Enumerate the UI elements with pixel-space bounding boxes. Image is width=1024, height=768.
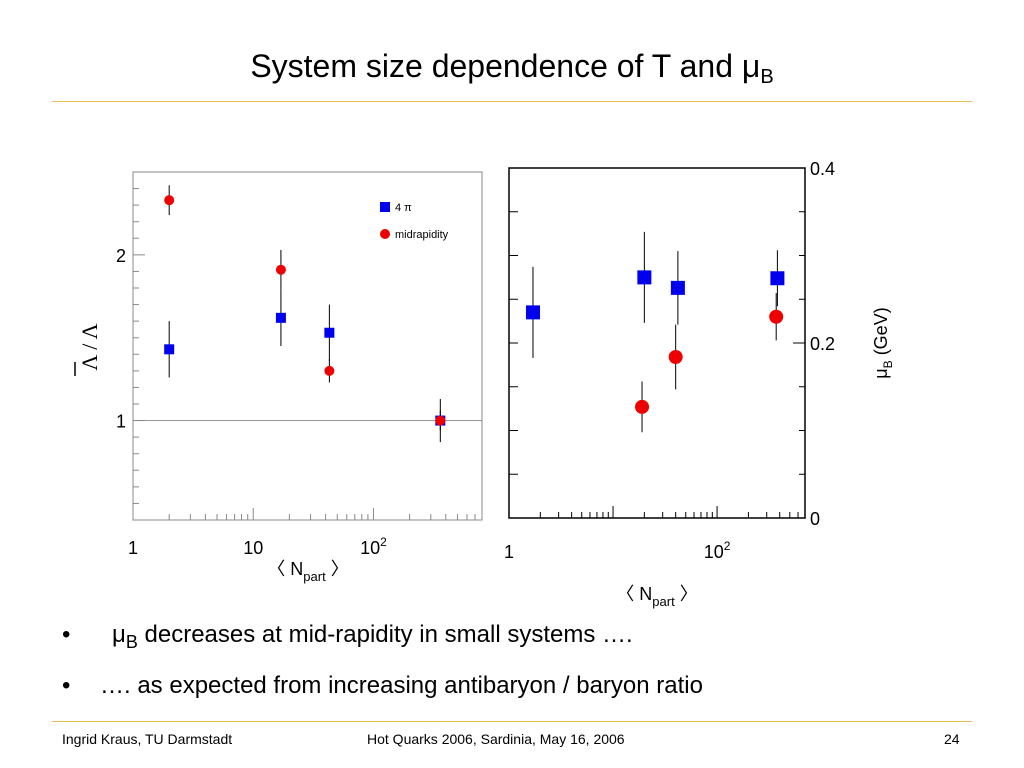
- legend-label: midrapidity: [395, 229, 449, 241]
- series-circle: [164, 185, 446, 431]
- data-point-square: [324, 327, 335, 338]
- title-text: System size dependence of T and: [250, 48, 742, 84]
- bullet-symbol: •: [62, 621, 71, 648]
- data-point-circle: [769, 309, 784, 324]
- plot-frame: [508, 167, 806, 519]
- data-point-circle: [635, 399, 650, 414]
- footer-rule: [52, 721, 972, 722]
- slide-title: System size dependence of T and μB: [0, 48, 1024, 89]
- y-axis-label: Λ / Λ: [77, 323, 102, 370]
- x-axis-label: 〈 Npart 〉: [267, 559, 348, 584]
- x-axis-label: 〈 Npart 〉: [616, 584, 697, 609]
- series-circle: [635, 293, 784, 433]
- bullet-2: • …. as expected from increasing antibary…: [62, 672, 703, 700]
- lambda-ratio-chart: 1 10 102 1 2 〈 Npart 〉 Λ / Λ 4 π midrapidity: [74, 171, 483, 584]
- data-point-circle: [275, 264, 286, 275]
- data-point-square: [670, 280, 685, 295]
- chart-area: 1 10 102 1 2 〈 Npart 〉 Λ / Λ 4 π midrapidity 1 10…: [74, 159, 895, 609]
- data-point-square: [637, 270, 652, 285]
- plot-frame: [132, 171, 483, 521]
- bullet-mu: μ: [112, 621, 126, 648]
- bullet-text: …. as expected from increasing antibaryo…: [100, 672, 703, 699]
- legend-label: 4 π: [395, 202, 412, 214]
- mu-b-chart: 1 102 0 0.2 0.4 〈 Npart 〉 μB (GeV): [504, 159, 895, 609]
- title-sub: B: [760, 66, 774, 88]
- footer-event: Hot Quarks 2006, Sardinia, May 16, 2006: [367, 731, 625, 747]
- x-tick-label: 1: [504, 542, 514, 562]
- footer-author: Ingrid Kraus, TU Darmstadt: [62, 731, 233, 747]
- x-tick-label: 10: [243, 538, 263, 558]
- x-tick-label: 102: [704, 539, 731, 562]
- data-point-square: [770, 271, 785, 286]
- title-mu: μ: [741, 48, 761, 84]
- y-tick-label: 2: [116, 246, 126, 266]
- bullet-mu-sub: B: [125, 632, 138, 652]
- bullet-symbol: •: [62, 672, 71, 699]
- data-point-circle: [164, 195, 175, 206]
- title-rule: [52, 101, 972, 102]
- data-point-square: [525, 305, 540, 320]
- footer-page-number: 24: [944, 731, 960, 747]
- bullet-text: decreases at mid-rapidity in small syste…: [137, 621, 633, 648]
- y-tick-label: 0: [810, 509, 820, 529]
- x-tick-label: 1: [128, 538, 138, 558]
- y-axis-label: μB (GeV): [871, 307, 895, 378]
- y-tick-label: 0.4: [810, 159, 835, 179]
- legend-marker-circle: [380, 229, 390, 239]
- bullet-1: • μB decreases at mid-rapidity in small s…: [62, 621, 633, 653]
- data-point-square: [275, 312, 286, 323]
- series-square: [164, 289, 446, 443]
- data-point-circle: [435, 415, 446, 426]
- x-tick-label: 102: [360, 535, 387, 558]
- data-point-circle: [668, 350, 683, 364]
- legend-marker-square: [380, 202, 390, 212]
- y-tick-label: 1: [116, 412, 126, 432]
- data-point-square: [164, 344, 175, 355]
- y-tick-label: 0.2: [810, 334, 835, 354]
- series-square: [525, 231, 785, 358]
- data-point-circle: [324, 365, 335, 376]
